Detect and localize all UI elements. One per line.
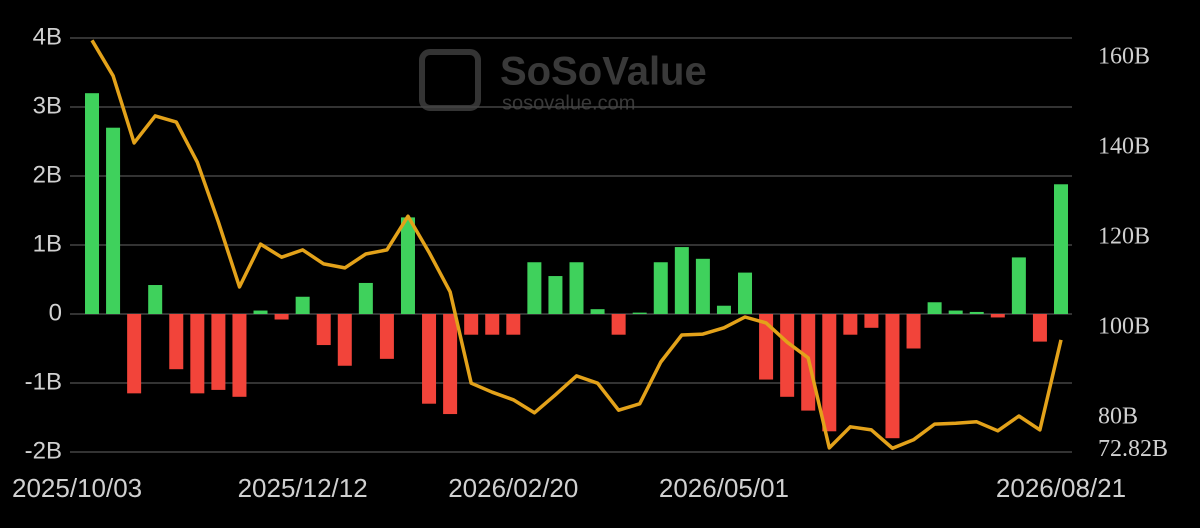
y-tick-label: -1B xyxy=(25,368,62,395)
bar xyxy=(422,314,437,404)
y-tick-label: 1B xyxy=(33,230,62,257)
bar xyxy=(969,311,984,314)
bar xyxy=(190,314,205,394)
bar xyxy=(274,314,289,320)
bar xyxy=(316,314,331,346)
bar xyxy=(379,314,394,359)
bar xyxy=(948,310,963,314)
x-tick-label: 2026/05/01 xyxy=(659,473,789,503)
y-tick-label: 0 xyxy=(49,299,62,326)
y2-tick-label: 120B xyxy=(1098,224,1150,250)
bar xyxy=(85,93,99,314)
x-tick-label: 2025/10/03 xyxy=(12,473,142,503)
bar xyxy=(400,217,415,314)
bar xyxy=(759,314,774,380)
bar xyxy=(232,314,247,397)
bar xyxy=(822,314,837,432)
bar xyxy=(1032,314,1047,342)
bar xyxy=(148,285,163,314)
y2-tick-label: 140B xyxy=(1098,134,1150,160)
watermark-text: SoSoValue xyxy=(500,50,707,94)
bar xyxy=(885,314,900,439)
bar xyxy=(632,312,647,314)
bar xyxy=(611,314,626,335)
bar xyxy=(906,314,921,349)
bar xyxy=(990,314,1005,318)
line xyxy=(90,39,1063,451)
bar xyxy=(253,310,268,314)
watermark-url: sosovalue.com xyxy=(502,92,635,114)
y2-tick-label: 160B xyxy=(1098,44,1150,70)
bar xyxy=(548,276,563,314)
y-tick-label: 3B xyxy=(33,92,62,119)
bar xyxy=(738,272,753,314)
y-tick-label: 4B xyxy=(33,23,62,50)
bar xyxy=(590,309,605,314)
bar xyxy=(927,302,942,314)
x-tick-label: 2026/02/20 xyxy=(448,473,578,503)
bar xyxy=(506,314,521,335)
bar xyxy=(569,262,584,314)
bar xyxy=(1054,184,1068,314)
bar xyxy=(1011,257,1026,314)
watermark: SoSoValue sosovalue.com xyxy=(419,49,707,114)
x-tick-label: 2026/08/21 xyxy=(996,473,1126,503)
bar xyxy=(716,305,731,314)
bar xyxy=(653,262,668,314)
y-tick-label: 2B xyxy=(33,161,62,188)
bar xyxy=(674,247,689,314)
bar xyxy=(695,258,710,314)
bar xyxy=(169,314,184,370)
bar xyxy=(337,314,352,366)
y-tick-label: -2B xyxy=(25,437,62,464)
y2-tick-label: 80B xyxy=(1098,404,1138,430)
bar xyxy=(127,314,142,394)
bar xyxy=(843,314,858,335)
bar xyxy=(780,314,795,397)
bar xyxy=(358,282,373,314)
bar xyxy=(464,314,479,335)
x-tick-label: 2025/12/12 xyxy=(238,473,368,503)
y2-tick-label: 72.82B xyxy=(1098,436,1168,462)
bar xyxy=(864,314,879,328)
bar xyxy=(443,314,458,415)
bar xyxy=(527,262,542,314)
bar xyxy=(211,314,226,390)
y2-tick-label: 100B xyxy=(1098,314,1150,340)
bar xyxy=(485,314,500,335)
bar xyxy=(106,127,121,314)
watermark-logo xyxy=(419,49,481,111)
bar xyxy=(295,296,310,314)
